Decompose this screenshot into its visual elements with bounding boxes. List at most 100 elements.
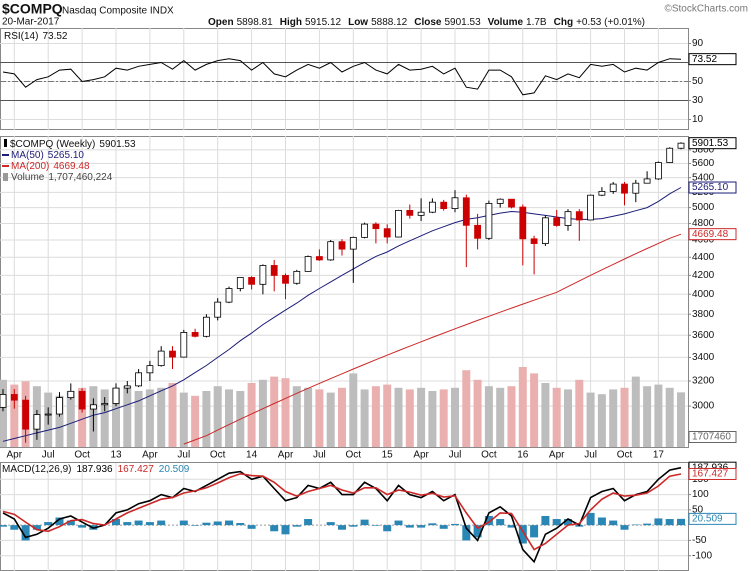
histogram-bar	[21, 525, 30, 541]
candle-body	[338, 241, 346, 250]
volume-bar	[123, 386, 132, 447]
legend-icon	[4, 139, 7, 147]
candle-body	[67, 390, 75, 399]
histogram-bar	[496, 519, 505, 526]
x-tick-label: Apr	[413, 450, 429, 461]
legend-icon	[3, 173, 8, 181]
histogram-bar	[405, 525, 414, 528]
histogram-bar	[518, 525, 527, 544]
volume-bar	[191, 395, 200, 447]
x-tick-label: Apr	[278, 450, 294, 461]
candle-body	[191, 332, 199, 337]
histogram-bar	[134, 520, 143, 526]
y-tick-label: 3000	[692, 401, 715, 412]
candle-body	[587, 194, 594, 221]
candle-body	[451, 197, 459, 209]
volume-bar	[383, 384, 392, 447]
candle-body	[146, 365, 154, 374]
histogram-bar	[631, 524, 640, 526]
moving-average	[183, 233, 682, 445]
y-tick-label: 50	[692, 76, 704, 87]
ma-legend: MA(50) 5265.10	[11, 150, 84, 161]
price-panel	[0, 136, 689, 448]
histogram-bar	[281, 525, 290, 535]
ma-value: 4669.48	[53, 161, 90, 172]
histogram-bar	[55, 517, 64, 526]
volume-bar	[338, 387, 346, 447]
volume-bar	[10, 384, 19, 447]
histogram-bar	[191, 525, 200, 526]
candle-body	[248, 277, 256, 285]
candle-body	[236, 277, 244, 289]
candle-body	[270, 265, 278, 276]
histogram-bar	[44, 522, 53, 526]
rsi-legend: RSI(14) 73.52	[4, 31, 68, 42]
candle-body	[56, 397, 63, 415]
quote-label: Low	[348, 17, 368, 28]
ma-title: MA(50)	[11, 150, 44, 161]
histogram-bar	[586, 512, 595, 526]
ma-badge	[688, 228, 737, 241]
histogram-bar	[530, 525, 539, 538]
ma-badge-label: 4669.48	[692, 229, 729, 240]
volume-bar	[609, 389, 618, 447]
candle-body	[304, 256, 312, 272]
volume-bar	[100, 389, 109, 447]
price-legend: $COMPQ (Weekly) 5901.53	[10, 139, 136, 150]
macd-value: 167.427	[118, 464, 155, 475]
x-tick-label: 17	[653, 450, 665, 461]
candle-body	[44, 413, 52, 416]
candle-body	[169, 350, 176, 358]
candle-body	[643, 178, 651, 184]
volume-bar	[439, 389, 448, 447]
candle-body	[282, 275, 289, 284]
y-tick-label: 5400	[692, 172, 715, 183]
volume-bar	[55, 395, 64, 447]
ma-legend: MA(200) 4669.48	[11, 161, 90, 172]
macd-line	[2, 472, 682, 551]
rsi-title: RSI(14)	[4, 31, 38, 42]
candle-body	[609, 183, 617, 192]
histogram-bar	[462, 525, 471, 541]
macd-badge-label: 167.427	[692, 469, 729, 480]
candle-body	[395, 209, 402, 238]
volume-bar	[78, 387, 87, 447]
volume-bar	[270, 376, 279, 447]
volume-bar	[665, 387, 674, 447]
volume-bar	[530, 373, 539, 447]
price-badge-label: 5901.53	[692, 138, 729, 149]
histogram-bar	[202, 522, 211, 526]
candle-body	[564, 211, 572, 226]
histogram-bar	[564, 519, 572, 526]
volume-bar	[586, 392, 595, 447]
histogram-bar	[620, 525, 629, 530]
volume-bar	[292, 386, 301, 447]
volume-bar	[643, 386, 652, 447]
candle-body	[428, 201, 436, 213]
volume-bar	[575, 379, 584, 447]
histogram-bar	[654, 518, 663, 526]
candle-body	[462, 197, 470, 226]
x-tick-label: Apr	[7, 450, 23, 461]
histogram-bar	[236, 523, 245, 526]
histogram-bar	[270, 525, 279, 532]
volume-bar	[360, 389, 369, 447]
quote-label: Open	[208, 17, 234, 28]
volume-badge	[688, 431, 737, 443]
candle-body	[440, 201, 448, 209]
quote-label: Close	[414, 17, 442, 28]
histogram-bar	[247, 525, 256, 529]
rsi-plot	[0, 28, 688, 130]
ma-badge	[688, 181, 737, 194]
x-tick-label: Jul	[42, 450, 55, 461]
histogram-bar	[677, 518, 685, 526]
candle-body	[485, 203, 493, 239]
histogram-bar	[484, 515, 493, 526]
candle-body	[496, 198, 504, 204]
volume-title: Volume	[11, 172, 45, 183]
quote-label: High	[280, 17, 302, 28]
x-tick-label: Jul	[313, 450, 326, 461]
x-tick-label: 15	[382, 450, 394, 461]
candle-body	[10, 394, 18, 401]
